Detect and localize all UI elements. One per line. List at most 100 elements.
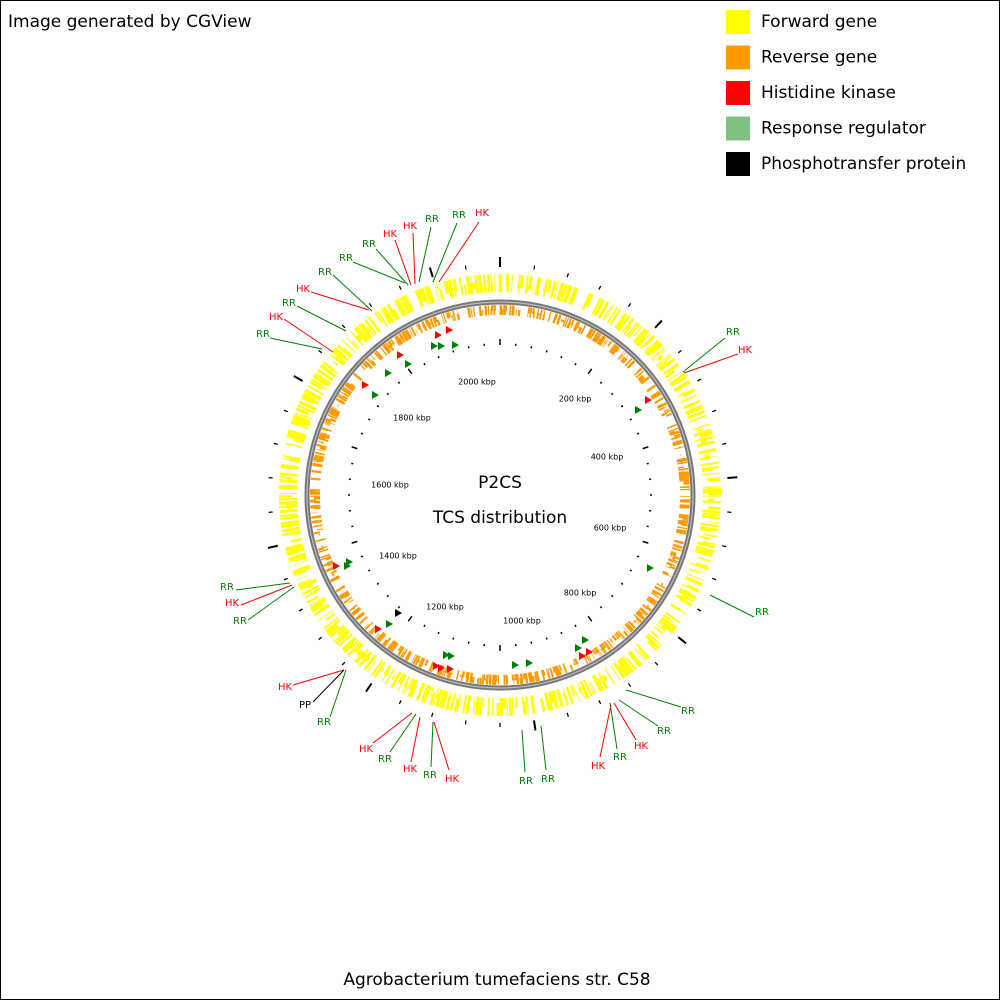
forward-gene <box>308 596 325 607</box>
reverse-gene <box>350 383 357 388</box>
forward-gene <box>479 697 483 716</box>
reverse-gene <box>651 590 658 596</box>
forward-gene <box>285 543 304 550</box>
forward-gene <box>420 684 429 702</box>
reverse-gene <box>315 538 326 543</box>
reverse-gene <box>597 335 605 345</box>
outer-tick <box>566 712 570 717</box>
reverse-gene <box>470 307 473 318</box>
forward-gene <box>673 379 690 391</box>
outer-tick <box>398 700 402 705</box>
forward-gene <box>295 409 309 416</box>
reverse-gene <box>323 561 334 567</box>
forward-gene <box>299 400 317 409</box>
forward-gene <box>350 341 359 350</box>
reverse-gene <box>324 421 331 426</box>
reverse-gene <box>330 575 341 583</box>
reverse-gene <box>668 427 679 433</box>
forward-gene <box>695 548 714 556</box>
reverse-gene <box>591 331 599 342</box>
forward-gene <box>364 319 378 335</box>
reverse-gene <box>509 305 512 316</box>
reverse-gene <box>325 556 332 561</box>
legend-swatch <box>726 10 750 34</box>
forward-gene <box>320 364 332 375</box>
forward-gene <box>403 294 414 313</box>
reverse-gene <box>676 459 687 463</box>
reverse-gene <box>622 630 629 637</box>
forward-gene <box>296 574 309 581</box>
forward-gene <box>408 678 416 690</box>
forward-gene <box>698 448 717 455</box>
forward-gene <box>553 281 559 300</box>
feature-label: RR <box>423 770 437 781</box>
reverse-gene <box>668 430 676 435</box>
reverse-gene <box>330 407 341 414</box>
reverse-gene <box>606 639 614 649</box>
forward-gene <box>292 438 305 444</box>
reverse-gene <box>440 314 445 324</box>
reverse-gene <box>363 360 373 370</box>
reverse-gene <box>654 585 665 593</box>
scale-label: 200 kbp <box>559 395 592 404</box>
forward-gene <box>696 562 710 568</box>
reverse-gene <box>365 360 371 366</box>
forward-gene <box>656 353 671 367</box>
forward-gene <box>696 440 715 448</box>
scale-tick <box>351 540 358 544</box>
reverse-gene <box>586 328 594 339</box>
reverse-gene <box>336 404 340 407</box>
forward-gene <box>406 294 415 312</box>
feature-label: HK <box>634 741 649 752</box>
forward-gene <box>341 639 353 651</box>
forward-gene <box>382 306 395 323</box>
outer-tick <box>654 319 663 329</box>
gene-rings <box>278 273 722 717</box>
forward-gene <box>546 279 553 293</box>
forward-gene <box>647 640 658 652</box>
reverse-gene <box>370 355 376 361</box>
forward-gene <box>336 344 352 359</box>
reverse-gene <box>432 316 438 327</box>
tcs-marker <box>438 342 445 350</box>
forward-gene <box>296 556 308 562</box>
forward-gene <box>602 310 609 321</box>
reverse-gene <box>596 338 601 344</box>
reverse-gene <box>379 632 385 639</box>
reverse-gene <box>515 309 517 316</box>
reverse-gene <box>331 573 335 577</box>
reverse-gene <box>428 661 435 672</box>
forward-gene <box>327 625 340 636</box>
forward-gene <box>426 285 435 304</box>
reverse-gene <box>662 572 672 578</box>
forward-gene <box>279 486 298 490</box>
forward-gene <box>660 618 676 631</box>
forward-gene <box>415 289 425 308</box>
reverse-gene <box>635 618 642 624</box>
reverse-gene <box>676 529 687 534</box>
scale-tick <box>620 582 624 585</box>
forward-gene <box>353 327 368 343</box>
forward-gene <box>510 697 513 716</box>
forward-gene <box>279 514 294 517</box>
reverse-gene <box>481 674 484 685</box>
outer-tick <box>365 682 373 693</box>
outer-tick <box>283 409 288 413</box>
forward-gene <box>472 696 476 715</box>
forward-gene <box>696 541 716 549</box>
forward-gene <box>577 682 586 700</box>
reverse-gene <box>313 454 325 459</box>
outer-tick <box>727 476 738 479</box>
forward-gene <box>439 289 445 301</box>
forward-gene <box>579 680 589 699</box>
forward-gene <box>446 692 452 710</box>
reverse-gene <box>561 319 565 323</box>
scale-tick <box>407 615 413 622</box>
forward-gene <box>695 437 707 442</box>
forward-gene <box>620 656 634 673</box>
reverse-gene <box>390 641 397 651</box>
reverse-gene <box>637 374 644 381</box>
reverse-gene <box>666 572 669 575</box>
reverse-gene <box>528 672 532 683</box>
reverse-gene <box>636 611 645 619</box>
